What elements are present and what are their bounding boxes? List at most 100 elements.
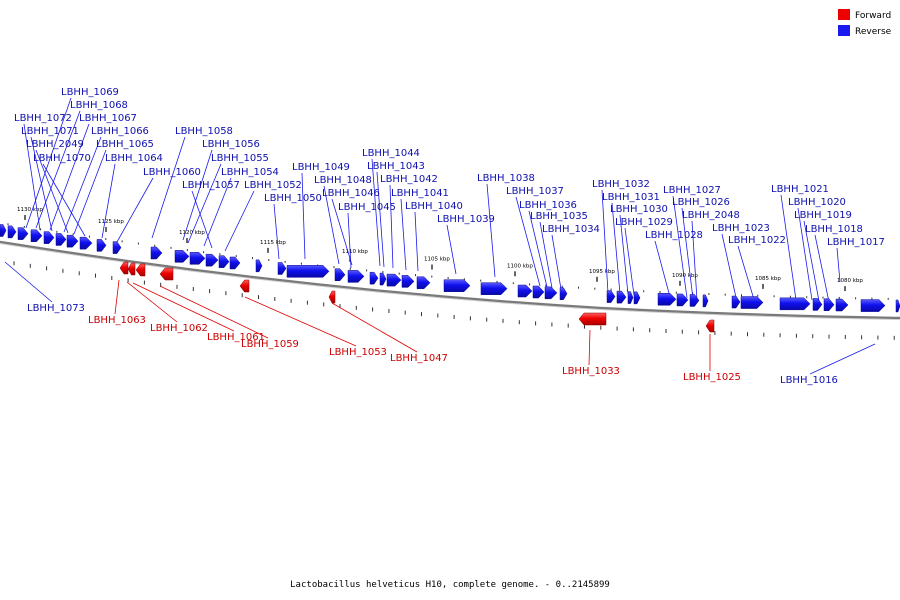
legend: Forward Reverse xyxy=(838,9,892,37)
reverse-gene-arrow xyxy=(218,255,230,268)
reverse-gene-label: LBHH_1045 xyxy=(338,202,396,213)
reverse-gene-arrow xyxy=(255,259,263,273)
forward-gene-arrow xyxy=(135,263,146,277)
reverse-leader-line xyxy=(42,163,86,237)
reverse-gene-arrow xyxy=(277,262,287,275)
reverse-gene-label: LBHH_1020 xyxy=(788,197,846,208)
reverse-gene-label: LBHH_1070 xyxy=(33,153,91,164)
reverse-leader-line xyxy=(35,110,81,229)
tick-label: 1115 kbp xyxy=(260,240,286,246)
reverse-leader-line xyxy=(101,163,116,239)
reverse-leader-line xyxy=(528,210,548,288)
reverse-gene-label: LBHH_1060 xyxy=(143,167,201,178)
reverse-gene-arrow xyxy=(379,272,387,286)
reverse-gene-label: LBHH_1058 xyxy=(175,126,233,137)
reverse-leader-line xyxy=(35,149,69,234)
reverse-leader-line xyxy=(23,123,41,231)
reverse-gene-arrow xyxy=(779,297,811,311)
reverse-leader-line xyxy=(347,212,352,269)
reverse-leader-line xyxy=(182,149,213,241)
forward-gene-label: LBHH_1061 xyxy=(207,332,265,343)
reverse-gene-arrow xyxy=(606,290,616,303)
reverse-gene-label: LBHH_1065 xyxy=(96,139,154,150)
reverse-gene-arrow xyxy=(150,246,163,260)
reverse-gene-label: LBHH_1056 xyxy=(202,139,260,150)
reverse-gene-label: LBHH_2049 xyxy=(26,139,84,150)
tick-label: 1080 kbp xyxy=(837,278,863,284)
forward-gene-arrow xyxy=(578,312,607,326)
reverse-gene-label: LBHH_1067 xyxy=(79,113,137,124)
reverse-gene-arrow xyxy=(731,295,741,309)
reverse-leader-line xyxy=(721,233,738,303)
reverse-gene-label: LBHH_1057 xyxy=(182,180,240,191)
reverse-leader-line xyxy=(4,261,53,303)
reverse-gene-arrow xyxy=(559,287,568,300)
reverse-leader-line xyxy=(672,195,688,299)
tick-label: 1085 kbp xyxy=(755,276,781,282)
forward-leader-line xyxy=(159,285,269,339)
reverse-leader-line xyxy=(63,136,102,233)
reverse-gene-arrow xyxy=(79,236,93,250)
forward-gene-label: LBHH_1033 xyxy=(562,366,620,377)
reverse-gene-arrow xyxy=(702,294,709,308)
reverse-gene-arrow xyxy=(517,284,533,298)
reverse-gene-arrow xyxy=(812,298,823,311)
reverse-leader-line xyxy=(737,245,756,304)
reverse-leader-line xyxy=(681,207,694,300)
reverse-gene-arrow xyxy=(386,273,402,287)
reverse-gene-arrow xyxy=(0,224,7,237)
reverse-leader-line xyxy=(331,198,353,266)
gene-layer xyxy=(0,224,900,333)
reverse-gene-arrow xyxy=(286,265,330,278)
reverse-gene-arrow xyxy=(616,290,627,304)
reverse-gene-label: LBHH_1072 xyxy=(14,113,72,124)
forward-leader-line xyxy=(331,302,418,353)
reverse-leader-line xyxy=(551,234,562,290)
reverse-gene-label: LBHH_1054 xyxy=(221,167,279,178)
reverse-leader-line xyxy=(25,97,72,229)
reverse-leader-line xyxy=(151,136,186,239)
forward-leader-line xyxy=(132,282,235,332)
forward-gene-arrow xyxy=(705,319,715,333)
reverse-gene-arrow xyxy=(96,239,107,252)
reverse-gene-arrow xyxy=(17,227,29,240)
reverse-gene-arrow xyxy=(835,298,849,312)
reverse-gene-arrow xyxy=(627,291,634,304)
forward-leader-line xyxy=(126,281,178,323)
reverse-leader-line xyxy=(371,158,381,267)
reverse-leader-line xyxy=(30,136,53,232)
reverse-gene-arrow xyxy=(657,293,677,306)
reverse-gene-label: LBHH_1068 xyxy=(70,100,128,111)
reverse-gene-arrow xyxy=(55,233,67,246)
reverse-gene-arrow xyxy=(895,299,900,313)
reverse-leader-line xyxy=(619,214,629,295)
reverse-gene-label: LBHH_1027 xyxy=(663,185,721,196)
forward-leader-line xyxy=(114,279,120,315)
forward-gene-label: LBHH_1053 xyxy=(329,347,387,358)
reverse-gene-label: LBHH_1018 xyxy=(805,224,863,235)
reverse-gene-label: LBHH_1044 xyxy=(362,148,420,159)
reverse-gene-arrow xyxy=(189,252,206,265)
reverse-leader-line xyxy=(273,203,280,260)
forward-leader-line xyxy=(588,329,591,366)
tick-label: 1110 kbp xyxy=(342,249,368,255)
reverse-leader-line xyxy=(515,196,541,287)
reverse-gene-label: LBHH_1066 xyxy=(91,126,149,137)
legend-label-forward: Forward xyxy=(855,11,891,21)
reverse-gene-label: LBHH_1029 xyxy=(615,217,673,228)
reverse-gene-arrow xyxy=(174,250,190,263)
genome-backbone xyxy=(0,240,900,320)
reverse-leader-line xyxy=(814,234,830,303)
reverse-leader-line xyxy=(187,163,222,244)
forward-gene-label: LBHH_1047 xyxy=(390,353,448,364)
forward-gene-arrow xyxy=(239,279,250,293)
genome-caption: Lactobacillus helveticus H10, complete g… xyxy=(290,580,610,590)
reverse-gene-arrow xyxy=(740,296,764,309)
reverse-gene-label: LBHH_1021 xyxy=(771,184,829,195)
reverse-gene-arrow xyxy=(443,279,471,292)
reverse-leader-line xyxy=(624,227,635,296)
reverse-leader-line xyxy=(691,220,698,301)
reverse-gene-label: LBHH_1064 xyxy=(105,153,163,164)
